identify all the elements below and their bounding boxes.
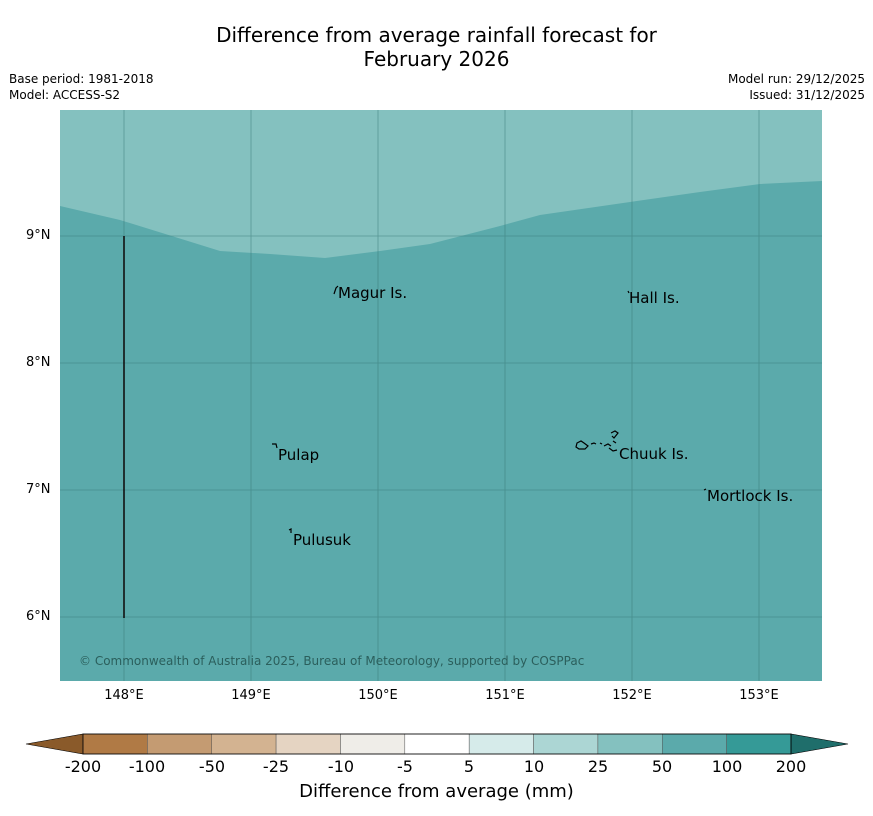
cb-tick: -100: [128, 757, 166, 776]
place-label-mortlock: Mortlock Is.: [707, 487, 794, 505]
base-period: Base period: 1981-2018: [9, 72, 154, 86]
model-run-date: Model run: 29/12/2025: [727, 72, 865, 86]
colorbar-segment: [468, 733, 534, 755]
place-label-hall: Hall Is.: [629, 289, 680, 307]
cb-tick: -50: [198, 757, 226, 776]
lon-label-148e: 148°E: [104, 688, 144, 703]
cb-tick: 5: [463, 757, 475, 776]
map-title-line2: February 2026: [363, 47, 510, 71]
pulusuk-island-shape: [288, 528, 292, 533]
meta-left: Base period: 1981-2018 Model: ACCESS-S2: [9, 71, 154, 103]
mortlock-island-shape: [703, 488, 707, 491]
issued-date: Issued: 31/12/2025: [749, 88, 865, 102]
place-label-magur: Magur Is.: [338, 284, 408, 302]
model-name: Model: ACCESS-S2: [9, 88, 121, 102]
colorbar-segment: [275, 733, 341, 755]
colorbar-segment: [82, 733, 148, 755]
cb-tick: -10: [327, 757, 355, 776]
cb-tick: -25: [262, 757, 290, 776]
lon-label-153e: 153°E: [739, 688, 779, 703]
lat-label-7n: 7°N: [26, 482, 51, 497]
colorbar-segment: [211, 733, 277, 755]
cb-tick: 200: [775, 757, 807, 776]
lat-label-6n: 6°N: [26, 609, 51, 624]
cb-tick: -5: [397, 757, 413, 776]
colorbar-segment: [726, 733, 792, 755]
cb-tick: 25: [587, 757, 609, 776]
colorbar-frame: [82, 733, 792, 755]
colorbar-extend-low: [25, 733, 84, 755]
copyright-notice: © Commonwealth of Australia 2025, Bureau…: [79, 654, 585, 668]
cb-tick: 10: [523, 757, 545, 776]
anomaly-region-25-50: [60, 110, 822, 258]
colorbar-segment: [404, 733, 470, 755]
cb-tick: 50: [651, 757, 673, 776]
magur-island-shape: [333, 285, 339, 295]
lon-label-151e: 151°E: [485, 688, 525, 703]
colorbar-label: Difference from average (mm): [299, 781, 574, 802]
cb-tick: -200: [64, 757, 102, 776]
cb-tick: 100: [711, 757, 743, 776]
island-outlines: [272, 285, 707, 533]
place-label-pulusuk: Pulusuk: [293, 531, 351, 549]
pulap-island-shape: [272, 443, 278, 449]
colorbar-segment: [340, 733, 406, 755]
lat-label-8n: 8°N: [26, 355, 51, 370]
colorbar-extend-high: [790, 733, 849, 755]
colorbar-segment: [533, 733, 599, 755]
colorbar-segment: [147, 733, 212, 755]
colorbar-segment: [597, 733, 663, 755]
lon-label-149e: 149°E: [231, 688, 271, 703]
meta-right: Model run: 29/12/2025 Issued: 31/12/2025: [728, 71, 865, 103]
lon-label-150e: 150°E: [358, 688, 398, 703]
lon-label-152e: 152°E: [612, 688, 652, 703]
colorbar-segment: [662, 733, 727, 755]
chuuk-lagoon-shape: [575, 430, 619, 452]
place-label-chuuk: Chuuk Is.: [619, 445, 689, 463]
lat-label-9n: 9°N: [26, 228, 51, 243]
hall-island-shape: [627, 290, 630, 294]
map-title-line1: Difference from average rainfall forecas…: [216, 23, 657, 47]
place-label-pulap: Pulap: [278, 446, 320, 464]
